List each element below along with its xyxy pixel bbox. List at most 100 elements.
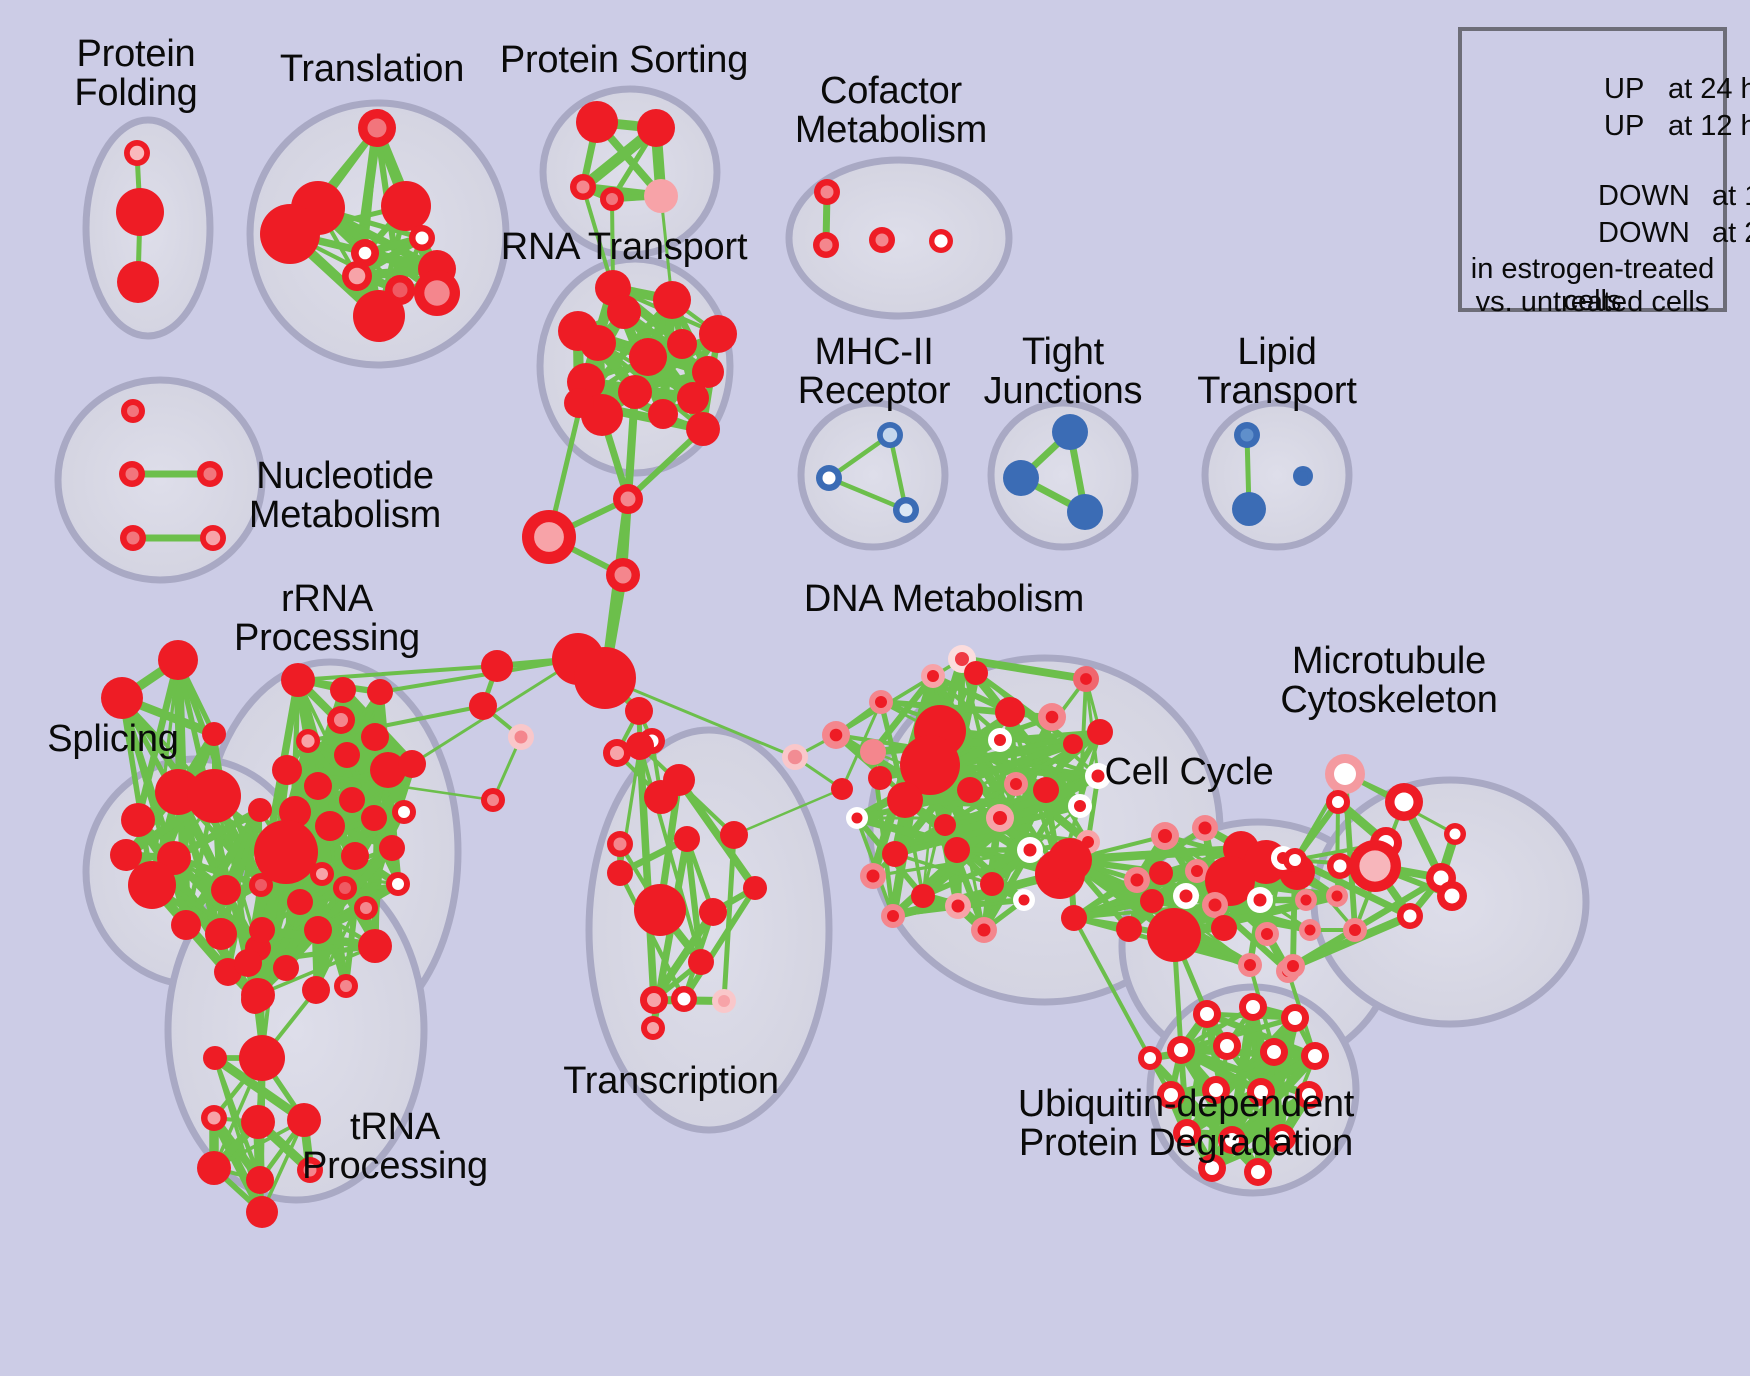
cluster-label-nucleotide: Nucleotide Metabolism [249,457,441,535]
legend-time-0: at 24 hrs [1668,73,1750,106]
network-node-core [1301,895,1312,906]
network-node-core [126,468,139,481]
network-node-core [534,522,564,552]
network-node [629,338,667,376]
network-node-core [1349,924,1361,936]
network-node [964,661,988,685]
network-node [934,814,956,836]
network-node-core [1180,890,1193,903]
network-node [625,697,653,725]
network-node-core [1251,1165,1265,1179]
network-node-core [1092,770,1105,783]
network-node-core [316,868,328,880]
network-node [315,811,345,841]
network-node-core [416,232,429,245]
network-node-core [360,902,372,914]
network-node [379,835,405,861]
network-node [688,949,714,975]
network-node-core [1308,1049,1322,1063]
network-node-core [1244,959,1256,971]
network-node-core [1074,800,1086,812]
network-node-core [788,750,802,764]
network-node [1232,492,1266,526]
network-node [674,826,700,852]
network-node-core [340,980,352,992]
network-node [944,837,970,863]
network-node-core [208,1112,221,1125]
network-node [361,723,389,751]
network-node [273,955,299,981]
network-node-core [1010,778,1022,790]
legend-dir-0: UP [1604,73,1644,106]
cluster-label-microtubule: Microtubule Cytoskeleton [1280,642,1497,720]
network-node [626,732,654,760]
cluster-label-rna-transport: RNA Transport [501,228,748,267]
network-node [197,1151,231,1185]
network-node-core [934,234,947,247]
network-node-core [678,993,691,1006]
network-node-core [821,186,834,199]
network-node [1052,414,1088,450]
network-node [234,949,262,977]
network-node-core [393,283,408,298]
blob-nucleotide [58,380,262,580]
network-node [1003,460,1039,496]
network-node [1067,494,1103,530]
network-node-core [1288,1011,1302,1025]
network-node [249,917,275,943]
network-node [980,872,1004,896]
network-node-core [1199,822,1212,835]
network-node-core [424,280,449,305]
network-node [1149,861,1173,885]
network-node-core [876,234,889,247]
network-node-core [1287,960,1299,972]
network-node [128,861,176,909]
network-node [686,412,720,446]
network-node [607,295,641,329]
cluster-label-cofactor: Cofactor Metabolism [795,72,987,150]
network-node-core [1220,1039,1234,1053]
network-node-core [647,993,661,1007]
network-node [304,772,332,800]
network-node [302,976,330,1004]
network-node [882,841,908,867]
blob-lipid-transport [1205,403,1349,547]
network-node [203,1046,227,1070]
network-node-core [1144,1052,1156,1064]
legend-dir-3: DOWN [1598,217,1690,250]
network-node-core [487,794,499,806]
network-node-core [647,1022,659,1034]
network-node-core [993,811,1007,825]
cluster-label-transcription: Transcription [563,1062,779,1101]
network-node [353,290,405,342]
network-node [868,766,892,790]
network-node [995,697,1025,727]
network-node-core [1298,471,1308,481]
network-node [720,821,748,849]
cluster-label-mhc-ii: MHC-II Receptor [798,333,951,411]
network-node [564,388,594,418]
network-node [254,820,318,884]
network-node [339,787,365,813]
network-node [576,101,618,143]
network-node-core [301,734,314,747]
network-node-core [978,924,991,937]
network-node-core [610,746,624,760]
network-node-core [339,882,351,894]
network-node [187,769,241,823]
network-node-core [577,181,590,194]
network-node [1087,719,1113,745]
network-node-core [718,995,730,1007]
cluster-label-translation: Translation [280,50,464,89]
network-node-core [900,504,913,517]
cluster-label-protein-sorting: Protein Sorting [500,41,748,80]
network-node [607,860,633,886]
network-node [1116,916,1142,942]
network-node-core [130,146,144,160]
network-node-core [606,193,618,205]
network-node [211,875,241,905]
legend-time-1: at 12 hrs [1668,110,1750,143]
network-node [648,399,678,429]
network-node [358,929,392,963]
network-node [239,1035,285,1081]
